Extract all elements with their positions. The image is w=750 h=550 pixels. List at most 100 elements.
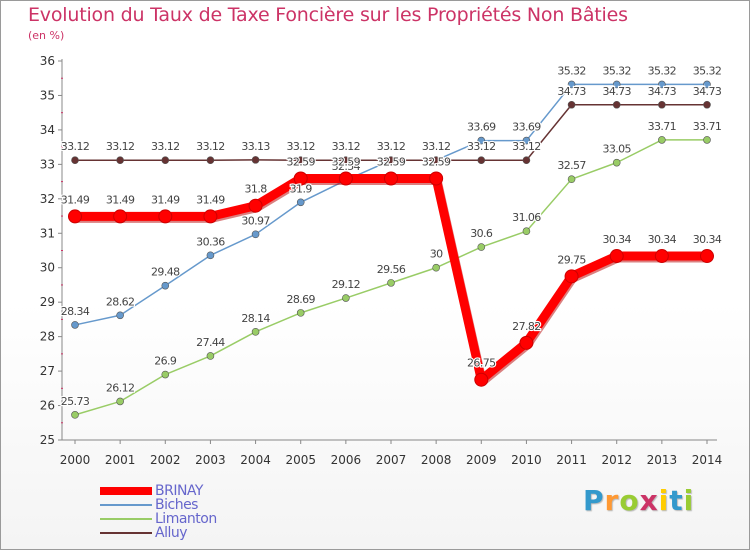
data-point-brinay bbox=[293, 171, 308, 186]
data-point-brinay bbox=[113, 209, 128, 224]
data-point-limanton bbox=[522, 227, 531, 236]
data-point-alluy bbox=[477, 156, 486, 165]
data-label-alluy: 34.73 bbox=[648, 85, 677, 98]
data-point-alluy bbox=[658, 100, 666, 109]
logo-letter: r bbox=[604, 484, 620, 517]
y-tick-label: 33 bbox=[40, 157, 55, 171]
data-label-alluy: 33.12 bbox=[196, 140, 225, 153]
data-label-biches: 29.48 bbox=[151, 266, 180, 279]
data-point-limanton bbox=[206, 352, 215, 360]
x-tick-label: 2010 bbox=[511, 453, 542, 467]
legend-item-biches: Biches bbox=[100, 497, 300, 513]
data-point-alluy bbox=[296, 156, 305, 165]
data-point-brinay bbox=[609, 249, 624, 264]
data-label-limanton: 33.71 bbox=[648, 120, 677, 133]
legend-label-biches: Biches bbox=[155, 497, 198, 513]
logo-letter: i bbox=[658, 484, 670, 517]
data-label-brinay: 27.82 bbox=[512, 320, 541, 333]
data-point-biches bbox=[703, 80, 711, 89]
legend-item-alluy: Alluy bbox=[100, 525, 300, 541]
y-tick-label: 30 bbox=[40, 261, 55, 275]
data-point-limanton bbox=[251, 328, 260, 336]
data-point-biches bbox=[206, 251, 215, 260]
data-label-biches: 35.32 bbox=[648, 64, 677, 77]
x-tick-label: 2000 bbox=[60, 453, 91, 467]
logo-letter: P bbox=[583, 484, 605, 517]
data-point-limanton bbox=[567, 175, 576, 183]
data-point-brinay bbox=[519, 335, 534, 350]
data-label-alluy: 33.12 bbox=[286, 140, 315, 153]
data-point-brinay bbox=[203, 209, 218, 224]
data-label-biches: 30.97 bbox=[241, 214, 270, 227]
data-label-biches: 33.12 bbox=[422, 140, 451, 153]
data-point-limanton bbox=[161, 370, 170, 379]
legend-label-limanton: Limanton bbox=[155, 511, 217, 527]
data-label-limanton: 33.05 bbox=[602, 143, 631, 156]
legend-item-limanton: Limanton bbox=[100, 511, 300, 527]
data-point-alluy bbox=[567, 100, 576, 109]
data-label-brinay: 31.8 bbox=[245, 183, 268, 196]
data-point-alluy bbox=[342, 156, 350, 165]
y-tick-label: 35 bbox=[40, 88, 55, 102]
data-label-limanton: 26.9 bbox=[154, 355, 177, 368]
legend-label-alluy: Alluy bbox=[155, 525, 188, 541]
data-point-biches bbox=[522, 136, 531, 145]
data-label-limanton: 30.6 bbox=[470, 227, 493, 240]
data-point-limanton bbox=[296, 309, 305, 317]
data-point-alluy bbox=[116, 156, 124, 165]
data-label-alluy: 34.73 bbox=[557, 85, 586, 98]
x-tick-label: 2012 bbox=[601, 453, 632, 467]
data-label-limanton: 28.69 bbox=[286, 293, 315, 306]
legend-swatch-brinay bbox=[100, 487, 152, 495]
data-label-biches: 28.34 bbox=[61, 305, 90, 318]
data-point-alluy bbox=[612, 100, 621, 109]
x-tick-label: 2004 bbox=[240, 453, 271, 467]
x-tick-label: 2008 bbox=[421, 453, 452, 467]
data-label-alluy: 33.12 bbox=[377, 140, 406, 153]
data-label-biches: 35.32 bbox=[693, 64, 722, 77]
data-label-brinay: 30.34 bbox=[693, 233, 722, 246]
data-point-brinay bbox=[474, 372, 489, 387]
data-point-alluy bbox=[251, 156, 260, 164]
data-label-alluy: 33.12 bbox=[512, 140, 541, 153]
data-label-biches: 35.32 bbox=[602, 64, 631, 77]
legend-swatch-limanton bbox=[100, 518, 152, 520]
y-tick-label: 32 bbox=[40, 192, 55, 206]
data-point-biches bbox=[612, 80, 621, 89]
data-point-brinay bbox=[700, 249, 714, 264]
data-label-alluy: 34.73 bbox=[602, 85, 631, 98]
data-point-alluy bbox=[703, 100, 711, 109]
data-label-alluy: 33.13 bbox=[241, 140, 270, 153]
data-point-biches bbox=[161, 281, 170, 290]
data-label-brinay: 29.75 bbox=[557, 253, 586, 266]
data-point-biches bbox=[296, 198, 305, 207]
data-label-biches: 31.9 bbox=[290, 182, 313, 195]
data-label-biches: 33.69 bbox=[512, 121, 541, 134]
data-point-limanton bbox=[612, 158, 621, 167]
data-label-brinay: 30.34 bbox=[648, 233, 677, 246]
y-tick-label: 27 bbox=[40, 364, 55, 378]
data-point-brinay bbox=[68, 209, 82, 224]
y-tick-label: 26 bbox=[40, 399, 55, 413]
data-point-brinay bbox=[384, 171, 398, 186]
data-point-brinay bbox=[338, 171, 353, 186]
data-label-limanton: 30 bbox=[430, 248, 443, 261]
logo-letter: i bbox=[683, 484, 695, 517]
x-tick-label: 2002 bbox=[150, 453, 181, 467]
data-point-biches bbox=[71, 321, 79, 329]
data-point-limanton bbox=[432, 263, 440, 272]
data-point-alluy bbox=[432, 156, 440, 165]
legend-swatch-biches bbox=[100, 504, 152, 506]
data-point-alluy bbox=[522, 156, 531, 165]
data-label-brinay: 32.59 bbox=[422, 155, 451, 168]
data-point-alluy bbox=[161, 156, 170, 165]
data-point-biches bbox=[116, 311, 124, 320]
data-label-limanton: 28.14 bbox=[241, 312, 270, 325]
logo-letter: t bbox=[669, 484, 684, 517]
legend-swatch-alluy bbox=[100, 532, 152, 534]
x-tick-label: 2003 bbox=[195, 453, 226, 467]
data-label-limanton: 29.12 bbox=[332, 278, 361, 291]
logo-letter: o bbox=[619, 484, 640, 517]
